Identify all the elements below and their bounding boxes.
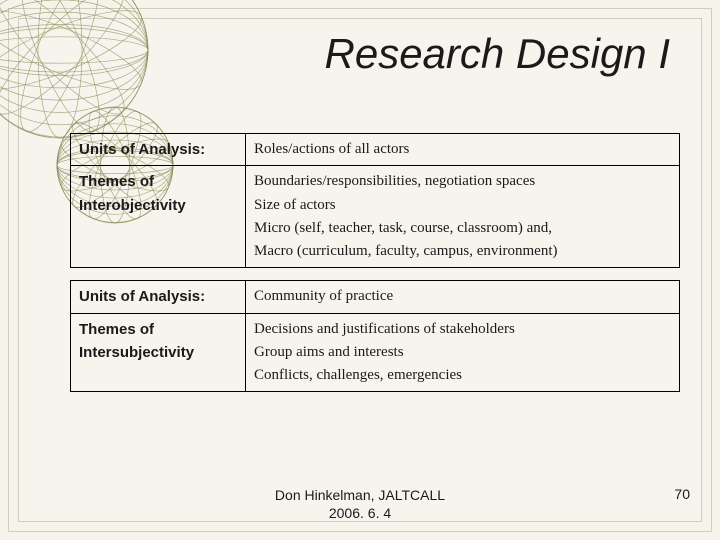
- footer-line-2: 2006. 6. 4: [329, 505, 391, 521]
- analysis-table-0: Units of Analysis: Roles/actions of all a…: [70, 133, 680, 268]
- value-line: Conflicts, challenges, emergencies: [254, 364, 671, 387]
- footer-author-date: Don Hinkelman, JALTCALL 2006. 6. 4: [275, 486, 445, 522]
- table-row: Themes of Interobjectivity Boundaries/res…: [71, 166, 680, 268]
- value-line: Macro (curriculum, faculty, campus, envi…: [254, 240, 671, 263]
- table-row: Units of Analysis: Community of practice: [71, 281, 680, 313]
- row-label: Units of Analysis:: [71, 134, 246, 166]
- page-number: 70: [674, 486, 690, 502]
- value-line: Decisions and justifications of stakehol…: [254, 318, 671, 341]
- value-line: Size of actors: [254, 194, 671, 217]
- row-value: Decisions and justifications of stakehol…: [246, 313, 680, 392]
- table-row: Units of Analysis: Roles/actions of all a…: [71, 134, 680, 166]
- slide-content: Research Design I Units of Analysis: Role…: [70, 30, 680, 404]
- row-label: Units of Analysis:: [71, 281, 246, 313]
- value-line: Micro (self, teacher, task, course, clas…: [254, 217, 671, 240]
- value-line: Roles/actions of all actors: [254, 138, 671, 161]
- footer-line-1: Don Hinkelman, JALTCALL: [275, 487, 445, 503]
- row-value: Boundaries/responsibilities, negotiation…: [246, 166, 680, 268]
- row-value: Community of practice: [246, 281, 680, 313]
- value-line: Boundaries/responsibilities, negotiation…: [254, 170, 671, 193]
- analysis-tables: Units of Analysis: Roles/actions of all a…: [70, 133, 680, 392]
- row-value: Roles/actions of all actors: [246, 134, 680, 166]
- value-line: Group aims and interests: [254, 341, 671, 364]
- value-line: Community of practice: [254, 285, 671, 308]
- row-label: Themes of Intersubjectivity: [71, 313, 246, 392]
- row-label: Themes of Interobjectivity: [71, 166, 246, 268]
- analysis-table-1: Units of Analysis: Community of practice T…: [70, 280, 680, 392]
- slide-footer: Don Hinkelman, JALTCALL 2006. 6. 4 70: [0, 486, 720, 522]
- slide-title: Research Design I: [70, 30, 670, 78]
- table-row: Themes of Intersubjectivity Decisions and…: [71, 313, 680, 392]
